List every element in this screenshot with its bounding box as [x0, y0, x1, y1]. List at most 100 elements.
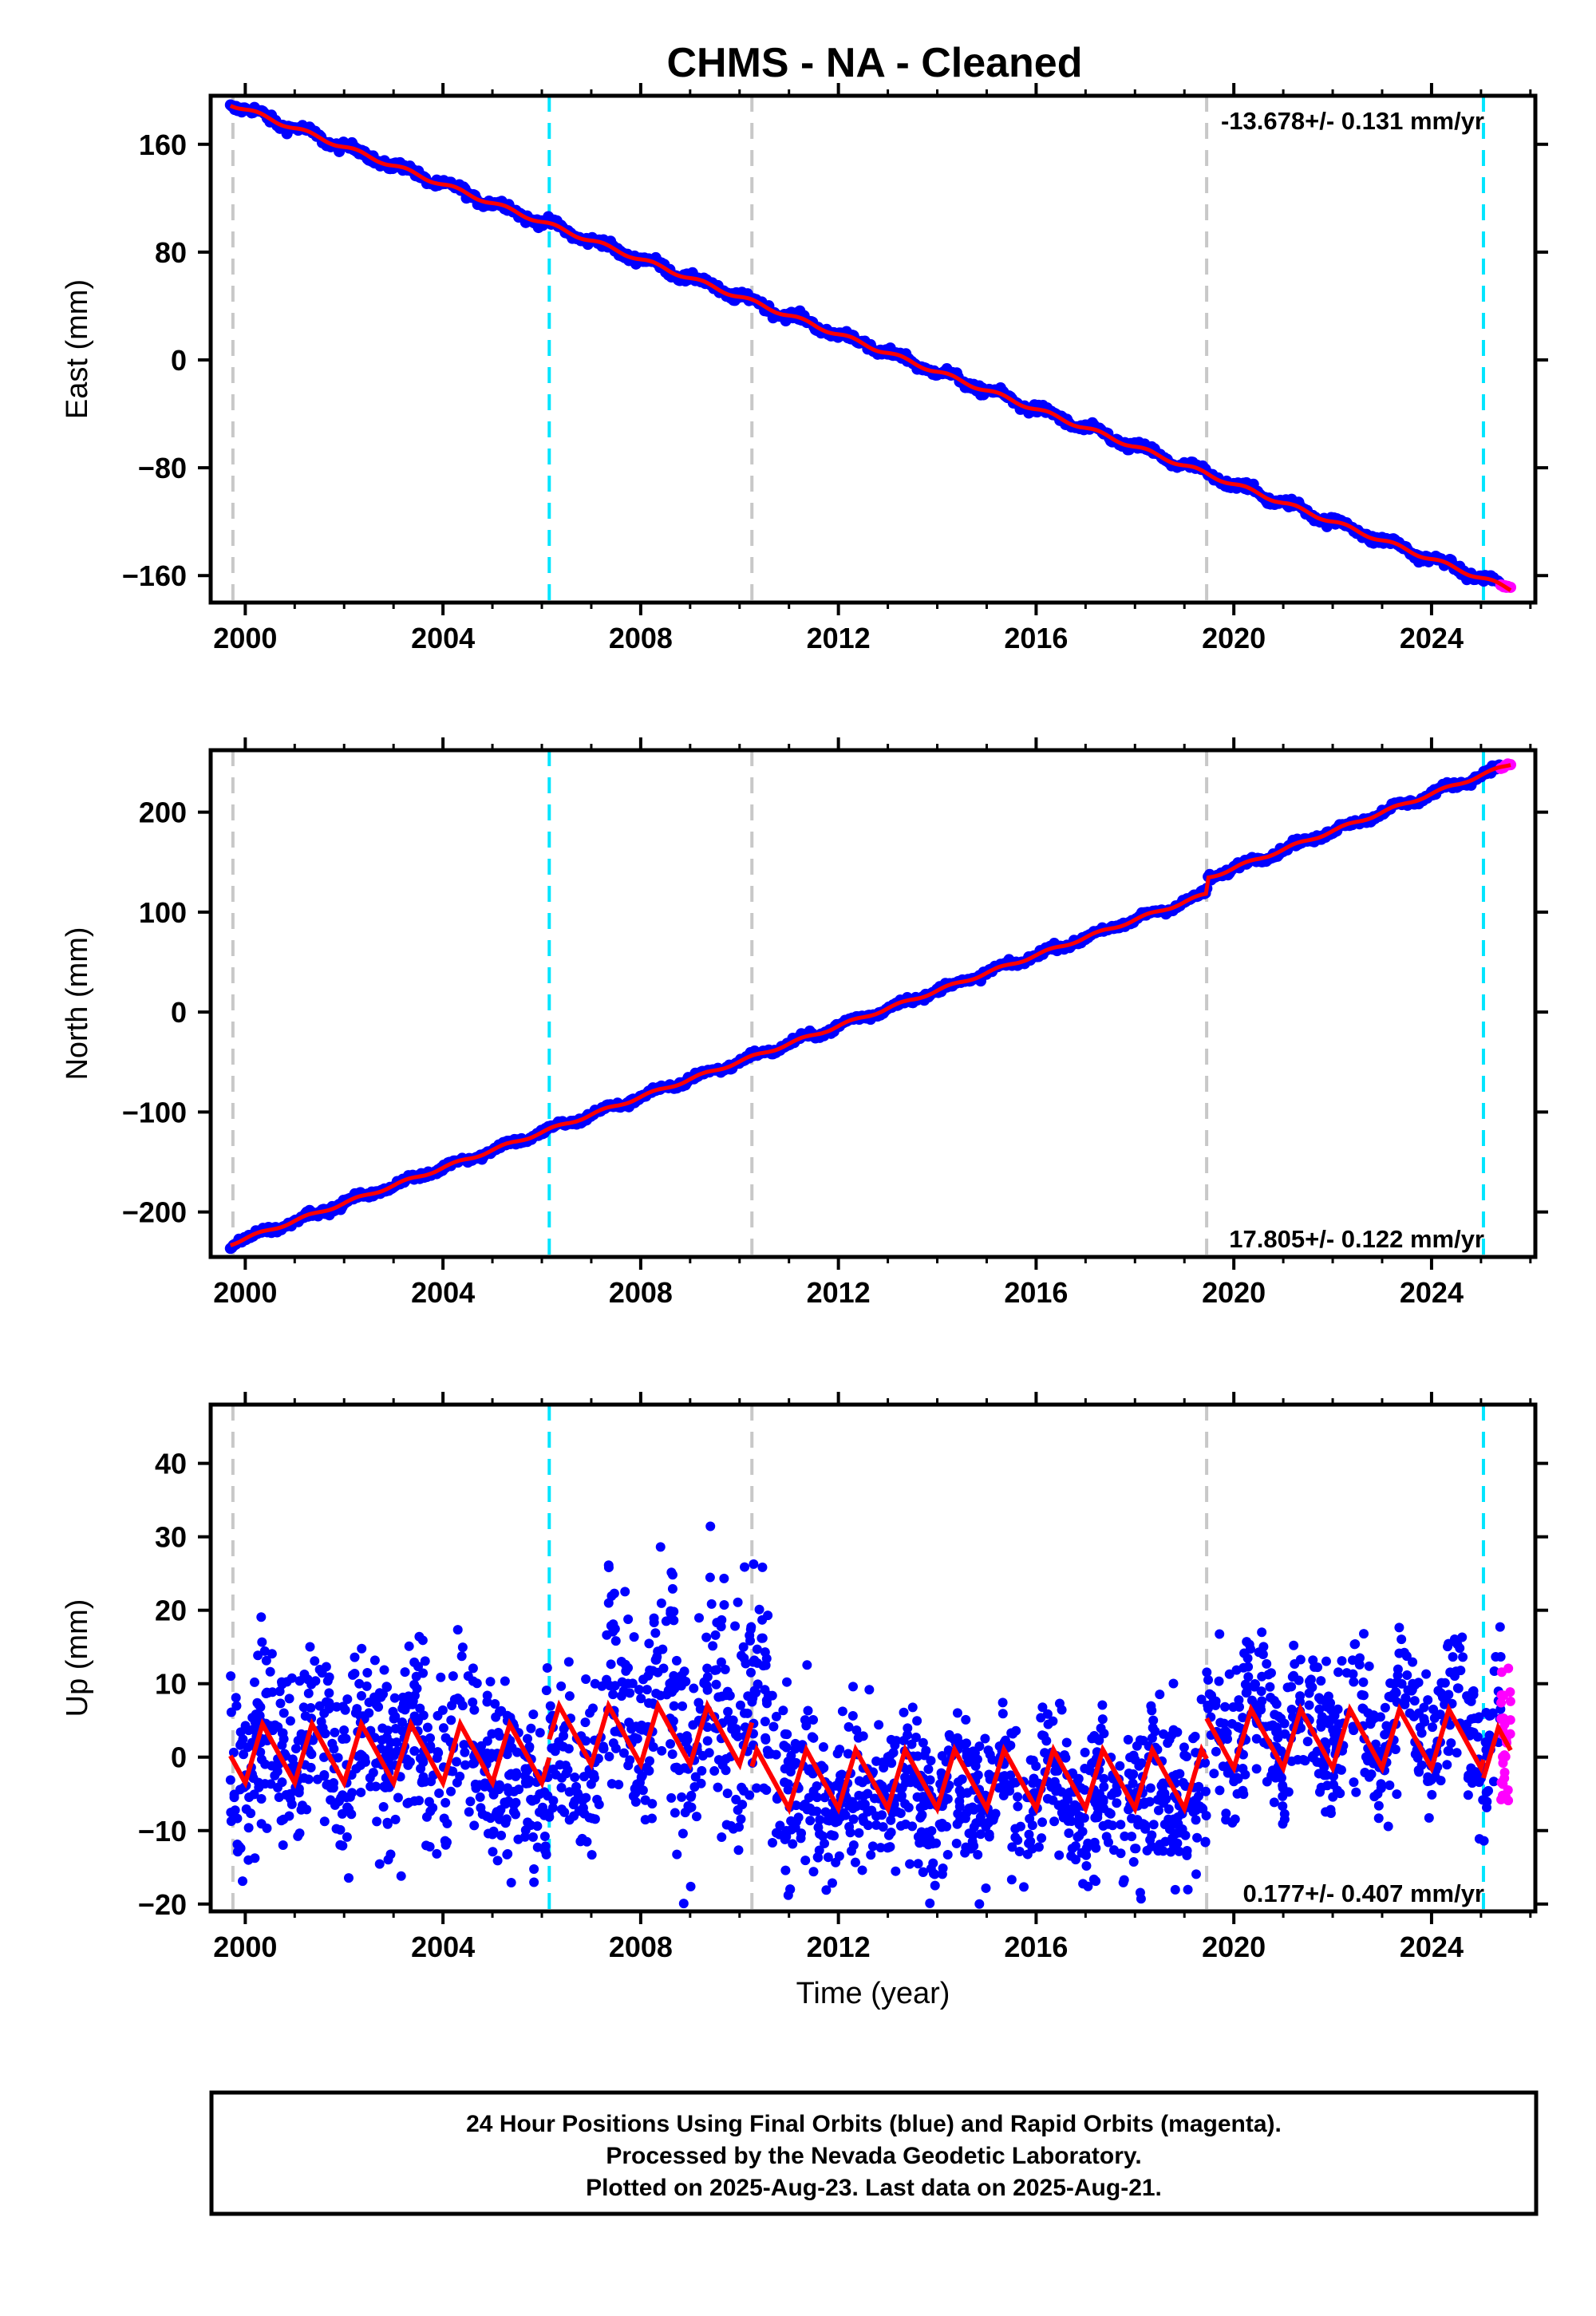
up-final-point [1188, 1733, 1199, 1744]
up-final-point [1351, 1787, 1361, 1797]
up-final-point [1479, 1836, 1489, 1846]
up-final-point [800, 1856, 811, 1866]
up-final-point [1436, 1678, 1447, 1688]
up-final-point [232, 1813, 243, 1824]
up-final-point [716, 1657, 726, 1667]
up-final-point [805, 1816, 816, 1826]
up-final-point [1014, 1846, 1025, 1856]
up-final-point [256, 1793, 267, 1804]
up-final-point [319, 1708, 330, 1718]
up-final-point [697, 1765, 707, 1776]
up-final-point [322, 1676, 333, 1686]
up-final-point [767, 1837, 777, 1848]
up-final-point [998, 1697, 1008, 1708]
up-final-point [1083, 1881, 1093, 1891]
up-final-point [1257, 1671, 1267, 1682]
up-final-point [340, 1705, 350, 1715]
up-final-point [1155, 1690, 1165, 1700]
up-final-point [275, 1698, 286, 1709]
up-x-axis-label: Time (year) [796, 1977, 950, 2010]
up-final-point [778, 1705, 788, 1716]
up-final-point [564, 1787, 575, 1797]
up-final-point [843, 1800, 854, 1811]
up-final-point [1128, 1857, 1139, 1867]
up-final-point [457, 1642, 468, 1653]
up-final-point [912, 1716, 922, 1726]
up-final-point [1092, 1733, 1102, 1744]
up-final-point [848, 1682, 859, 1692]
up-final-point [514, 1784, 524, 1795]
up-final-point [1436, 1776, 1446, 1786]
up-final-point [658, 1644, 668, 1654]
up-final-point [526, 1723, 536, 1733]
up-final-point [913, 1859, 923, 1869]
up-final-point [1367, 1715, 1377, 1725]
up-final-point [848, 1814, 859, 1824]
up-final-point [284, 1694, 294, 1704]
north-plot-area [224, 750, 1517, 1257]
up-final-point [706, 1599, 717, 1609]
up-final-point [874, 1720, 884, 1730]
up-final-point [256, 1819, 267, 1829]
up-final-point [1163, 1804, 1174, 1814]
up-final-point [1144, 1796, 1155, 1807]
up-final-point [903, 1723, 913, 1733]
up-final-point [1245, 1644, 1255, 1654]
up-final-point [326, 1795, 336, 1805]
up-final-point [365, 1773, 375, 1783]
up-final-point [1148, 1820, 1159, 1830]
up-final-point [754, 1604, 764, 1614]
up-final-point [381, 1682, 392, 1692]
up-final-point [858, 1731, 868, 1741]
up-final-point [290, 1744, 301, 1754]
up-final-point [1337, 1656, 1347, 1666]
up-final-point [1428, 1722, 1438, 1733]
up-final-point [298, 1702, 309, 1713]
up-final-point [645, 1756, 655, 1766]
footer-border [209, 2090, 1539, 2216]
up-final-point [1233, 1774, 1243, 1784]
up-final-point [1238, 1713, 1248, 1723]
up-final-point [1136, 1894, 1146, 1904]
up-final-point [705, 1521, 716, 1531]
up-final-point [326, 1783, 336, 1793]
north-y-axis: 200 100 0 −100 −200 [122, 796, 1548, 1229]
up-final-point [1091, 1876, 1101, 1887]
up-points [225, 1521, 1515, 1909]
up-final-point [390, 1814, 401, 1824]
up-final-point [711, 1679, 721, 1690]
up-final-point [892, 1807, 903, 1817]
up-final-point [1396, 1634, 1407, 1645]
up-final-point [1296, 1723, 1306, 1733]
up-final-point [719, 1573, 729, 1583]
up-final-point [563, 1657, 574, 1667]
up-final-point [1235, 1701, 1245, 1712]
up-final-point [655, 1542, 666, 1552]
up-final-point [1321, 1697, 1332, 1708]
up-final-point [234, 1841, 244, 1852]
up-final-point [235, 1740, 246, 1750]
up-final-point [369, 1692, 380, 1702]
up-final-point [270, 1770, 280, 1780]
up-final-point [803, 1705, 813, 1716]
up-final-point [404, 1641, 414, 1651]
up-final-point [1269, 1797, 1279, 1808]
up-final-point [1357, 1703, 1368, 1713]
up-final-point [618, 1748, 629, 1758]
up-final-point [1446, 1738, 1456, 1749]
up-final-point [843, 1721, 854, 1732]
east-x-tick-label: 2000 [213, 622, 277, 654]
up-final-point [1127, 1832, 1137, 1842]
up-final-point [542, 1662, 552, 1673]
up-final-point [1358, 1677, 1369, 1687]
up-final-point [452, 1757, 462, 1767]
up-final-point [1394, 1622, 1404, 1633]
up-final-point [1097, 1700, 1108, 1710]
up-final-point [848, 1840, 859, 1850]
up-final-point [858, 1791, 868, 1801]
up-final-point [953, 1777, 963, 1788]
up-final-point [1057, 1705, 1067, 1715]
up-final-point [1138, 1736, 1148, 1746]
east-y-axis: 160 80 0 −80 −160 [122, 128, 1548, 592]
up-final-point [694, 1613, 705, 1623]
